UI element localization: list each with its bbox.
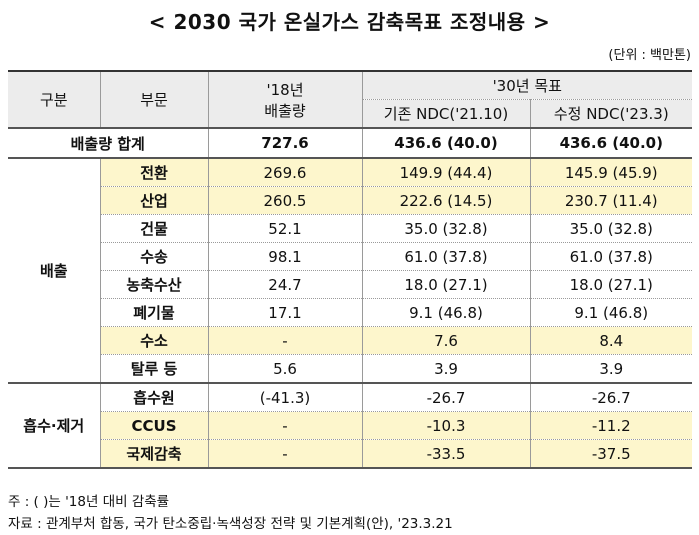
sector-cell: 수송 bbox=[100, 242, 209, 271]
table-row: 산업 260.5 222.6 (14.5) 230.7 (11.4) bbox=[8, 186, 693, 215]
header-2018-line2: 배출량 bbox=[264, 101, 306, 120]
cell-2018: (-41.3) bbox=[207, 383, 363, 412]
reduction-targets-table: 구분 부문 '18년 배출량 '30년 목표 기존 NDC('21.10) 수정… bbox=[8, 70, 693, 469]
cell-existing: 9.1 (46.8) bbox=[361, 298, 531, 327]
cell-existing: 61.0 (37.8) bbox=[361, 242, 531, 271]
cell-revised: 145.9 (45.9) bbox=[529, 158, 693, 187]
cell-existing: -33.5 bbox=[361, 439, 531, 469]
cell-existing: 222.6 (14.5) bbox=[361, 186, 531, 215]
cell-revised: 3.9 bbox=[529, 354, 693, 384]
header-row-2: 기존 NDC('21.10) 수정 NDC('23.3) bbox=[8, 99, 693, 129]
cell-2018: 5.6 bbox=[207, 354, 363, 384]
header-row-1: 구분 부문 '18년 배출량 '30년 목표 bbox=[8, 70, 693, 129]
table-row: 배출 전환 269.6 149.9 (44.4) 145.9 (45.9) bbox=[8, 158, 693, 384]
table-row: 수소 -7.6 8.4 bbox=[8, 326, 693, 355]
cell-revised: -11.2 bbox=[529, 411, 693, 440]
cell-existing: 7.6 bbox=[361, 326, 531, 355]
cell-revised: 8.4 bbox=[529, 326, 693, 355]
cell-existing: 35.0 (32.8) bbox=[361, 214, 531, 243]
header-sector: 부문 bbox=[99, 70, 209, 129]
sector-cell: 국제감축 bbox=[100, 439, 209, 469]
sector-cell: 탈루 등 bbox=[100, 354, 209, 384]
cell-2018: 269.6 bbox=[207, 158, 363, 187]
unit-label: (단위 : 백만톤) bbox=[608, 48, 691, 63]
cell-2018: 98.1 bbox=[207, 242, 363, 271]
cell-2018: - bbox=[207, 326, 363, 355]
header-revised-ndc: 수정 NDC('23.3) bbox=[529, 99, 693, 129]
table-row: 농축수산 24.7 18.0 (27.1) 18.0 (27.1) bbox=[8, 270, 693, 299]
cell-revised: -26.7 bbox=[529, 383, 693, 412]
header-category: 구분 bbox=[8, 70, 101, 129]
sector-cell: 농축수산 bbox=[100, 270, 209, 299]
sector-cell: 건물 bbox=[100, 214, 209, 243]
cell-revised: 9.1 (46.8) bbox=[529, 298, 693, 327]
sector-cell: 산업 bbox=[100, 186, 209, 215]
footnote-note: 주 : ( )는 '18년 대비 감축률 bbox=[8, 494, 170, 510]
cell-revised: 35.0 (32.8) bbox=[529, 214, 693, 243]
cell-2018: - bbox=[207, 439, 363, 469]
total-label: 배출량 합계 bbox=[8, 127, 209, 159]
total-revised: 436.6 (40.0) bbox=[529, 127, 693, 159]
total-row: 배출량 합계 727.6 436.6 (40.0) 436.6 (40.0) bbox=[8, 127, 693, 159]
table-row: 폐기물 17.1 9.1 (46.8) 9.1 (46.8) bbox=[8, 298, 693, 327]
table-row: 수송 98.1 61.0 (37.8) 61.0 (37.8) bbox=[8, 242, 693, 271]
sector-cell: 폐기물 bbox=[100, 298, 209, 327]
header-2030-target: '30년 목표 bbox=[361, 70, 693, 100]
table-row: 흡수·제거 흡수원 (-41.3) -26.7 -26.7 bbox=[8, 383, 693, 469]
sector-cell: CCUS bbox=[100, 411, 209, 440]
sector-cell: 전환 bbox=[99, 158, 209, 187]
cell-revised: -37.5 bbox=[529, 439, 693, 469]
sector-cell: 흡수원 bbox=[99, 383, 209, 412]
cell-existing: 149.9 (44.4) bbox=[361, 158, 531, 187]
table-row: 건물 52.1 35.0 (32.8) 35.0 (32.8) bbox=[8, 214, 693, 243]
cell-revised: 18.0 (27.1) bbox=[529, 270, 693, 299]
table-title: < 2030 국가 온실가스 감축목표 조정내용 > bbox=[148, 10, 551, 34]
group-label: 배출 bbox=[8, 158, 101, 384]
cell-2018: 52.1 bbox=[207, 214, 363, 243]
cell-2018: - bbox=[207, 411, 363, 440]
cell-2018: 17.1 bbox=[207, 298, 363, 327]
cell-revised: 230.7 (11.4) bbox=[529, 186, 693, 215]
cell-2018: 260.5 bbox=[207, 186, 363, 215]
total-2018: 727.6 bbox=[207, 127, 363, 159]
cell-2018: 24.7 bbox=[207, 270, 363, 299]
footnote-source: 자료 : 관계부처 합동, 국가 탄소중립·녹색성장 전략 및 기본계획(안),… bbox=[8, 516, 453, 532]
cell-existing: 3.9 bbox=[361, 354, 531, 384]
cell-existing: -26.7 bbox=[361, 383, 531, 412]
cell-revised: 61.0 (37.8) bbox=[529, 242, 693, 271]
cell-existing: -10.3 bbox=[361, 411, 531, 440]
table-row: 탈루 등 5.6 3.9 3.9 bbox=[8, 354, 693, 384]
table-row: CCUS - -10.3 -11.2 bbox=[8, 411, 693, 440]
group-label: 흡수·제거 bbox=[8, 383, 101, 469]
header-existing-ndc: 기존 NDC('21.10) bbox=[362, 99, 531, 129]
header-2018-emissions: '18년 배출량 bbox=[207, 70, 363, 129]
table-row: 국제감축 - -33.5 -37.5 bbox=[8, 439, 693, 469]
total-existing: 436.6 (40.0) bbox=[361, 127, 531, 159]
header-2018-line1: '18년 bbox=[266, 80, 304, 99]
sector-cell: 수소 bbox=[100, 326, 209, 355]
cell-existing: 18.0 (27.1) bbox=[361, 270, 531, 299]
